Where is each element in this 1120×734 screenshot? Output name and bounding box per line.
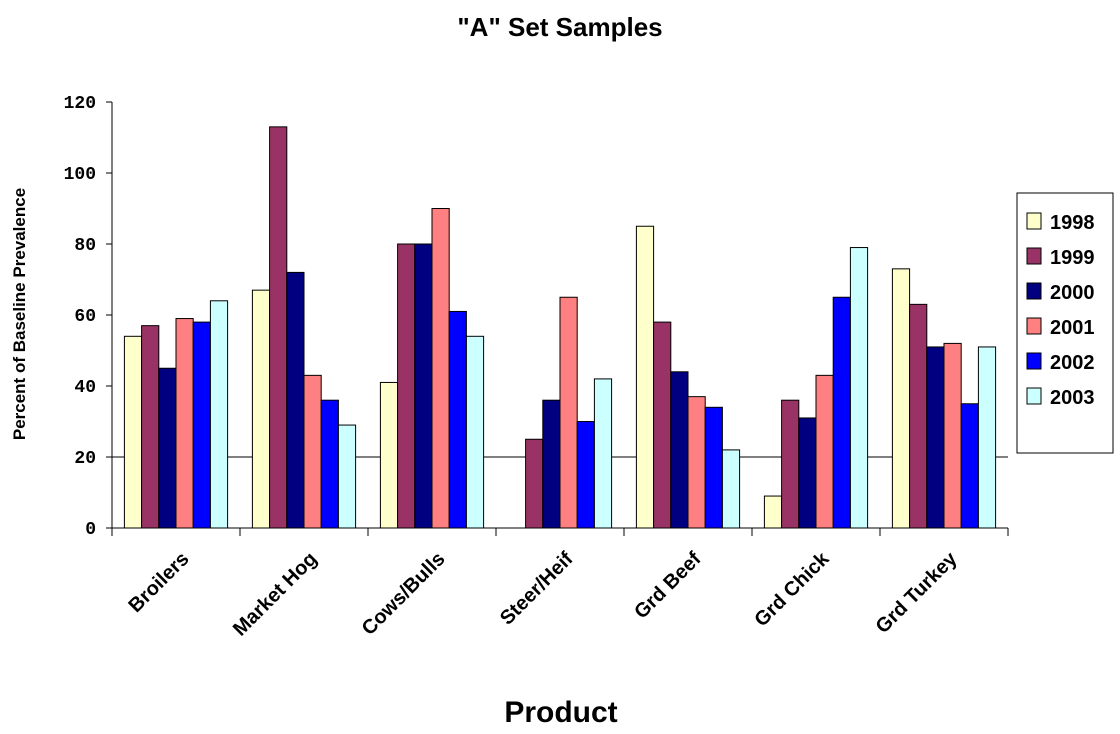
bar-2001-grd-chick <box>815 374 834 529</box>
bar-2000-grd-chick <box>798 417 817 529</box>
x-tick-label: Market Hog <box>229 548 322 641</box>
y-tick-label: 120 <box>64 94 96 114</box>
bar-2000-broilers <box>158 367 177 529</box>
bar-1998-grd-turkey <box>891 268 911 529</box>
bar-1999-cows-bulls <box>397 243 416 529</box>
bar-1998-cows-bulls <box>379 381 399 529</box>
legend-swatch-1999 <box>1026 247 1042 265</box>
legend: 1998 1999 2000 2001 2002 2003 <box>1016 192 1114 454</box>
bar-2001-grd-beef <box>687 396 706 529</box>
legend-swatch-2001 <box>1026 317 1042 335</box>
x-tick-label: Grd Turkey <box>872 547 963 638</box>
bar-2002-broilers <box>192 321 211 529</box>
y-tick-label: 40 <box>74 378 96 398</box>
bar-2003-grd-beef <box>721 449 741 529</box>
y-tick-label: 80 <box>74 236 96 256</box>
y-tick-label: 60 <box>74 307 96 327</box>
bar-2001-steer-heif <box>559 296 578 529</box>
bar-2002-cows-bulls <box>448 310 467 529</box>
axes <box>106 101 1009 536</box>
bar-2001-broilers <box>175 318 194 529</box>
chart-title: "A" Set Samples <box>457 12 662 42</box>
legend-label-2000: 2000 <box>1050 282 1095 304</box>
y-tick-label: 100 <box>64 165 96 185</box>
bar-1998-grd-chick <box>763 495 783 529</box>
bar-2003-grd-chick <box>849 247 869 529</box>
bar-2001-grd-turkey <box>943 342 962 529</box>
bar-1999-steer-heif <box>525 438 544 529</box>
bar-2000-market-hog <box>286 271 305 529</box>
bar-1999-grd-turkey <box>909 303 928 529</box>
legend-swatch-2002 <box>1026 352 1042 370</box>
bars <box>123 126 997 529</box>
x-axis-label: Product <box>504 696 617 729</box>
bar-2003-cows-bulls <box>465 335 485 529</box>
x-tick-label: Steer/Heif <box>496 548 578 630</box>
legend-label-2002: 2002 <box>1050 352 1095 374</box>
y-tick-label: 20 <box>74 449 96 469</box>
x-tick-label: Broilers <box>125 548 194 617</box>
bar-2002-grd-beef <box>704 406 723 529</box>
bar-2001-cows-bulls <box>431 208 450 529</box>
legend-label-2003: 2003 <box>1050 387 1095 409</box>
bar-2002-grd-chick <box>832 296 851 529</box>
bar-2003-market-hog <box>337 424 357 529</box>
legend-swatch-2003 <box>1026 387 1042 405</box>
legend-box <box>1016 192 1114 454</box>
bar-1999-grd-beef <box>653 321 672 529</box>
bar-1998-grd-beef <box>635 225 655 529</box>
bar-1998-market-hog <box>251 289 271 529</box>
bar-2000-steer-heif <box>542 399 561 529</box>
bar-1999-broilers <box>141 325 160 529</box>
bar-2000-grd-beef <box>670 371 689 529</box>
x-tick-label: Grd Chick <box>750 547 834 631</box>
bar-1998-broilers <box>123 335 143 529</box>
y-tick-label: 0 <box>85 520 96 540</box>
y-axis-label: Percent of Baseline Prevalence <box>10 188 29 440</box>
bar-2001-market-hog <box>303 374 322 529</box>
x-tick-label: Grd Beef <box>630 548 706 624</box>
bar-2003-grd-turkey <box>977 346 997 529</box>
bar-1999-grd-chick <box>781 399 800 529</box>
legend-label-2001: 2001 <box>1050 317 1095 339</box>
bar-2003-steer-heif <box>593 378 613 529</box>
bar-1999-market-hog <box>269 126 288 529</box>
bar-2000-grd-turkey <box>926 346 945 529</box>
bar-2003-broilers <box>209 300 229 529</box>
legend-swatch-1998 <box>1026 212 1042 230</box>
x-tick-label: Cows/Bulls <box>358 548 450 640</box>
y-tick-labels: 0 20 40 60 80 100 120 <box>64 94 96 540</box>
legend-swatch-2000 <box>1026 282 1042 300</box>
x-tick-labels: Broilers Market Hog Cows/Bulls Steer/Heif Gr… <box>125 547 963 640</box>
bar-2002-market-hog <box>320 399 339 529</box>
legend-label-1998: 1998 <box>1050 212 1095 234</box>
bar-2000-cows-bulls <box>414 243 433 529</box>
legend-label-1999: 1999 <box>1050 247 1095 269</box>
bar-2002-steer-heif <box>576 421 595 529</box>
bar-2002-grd-turkey <box>960 403 979 529</box>
